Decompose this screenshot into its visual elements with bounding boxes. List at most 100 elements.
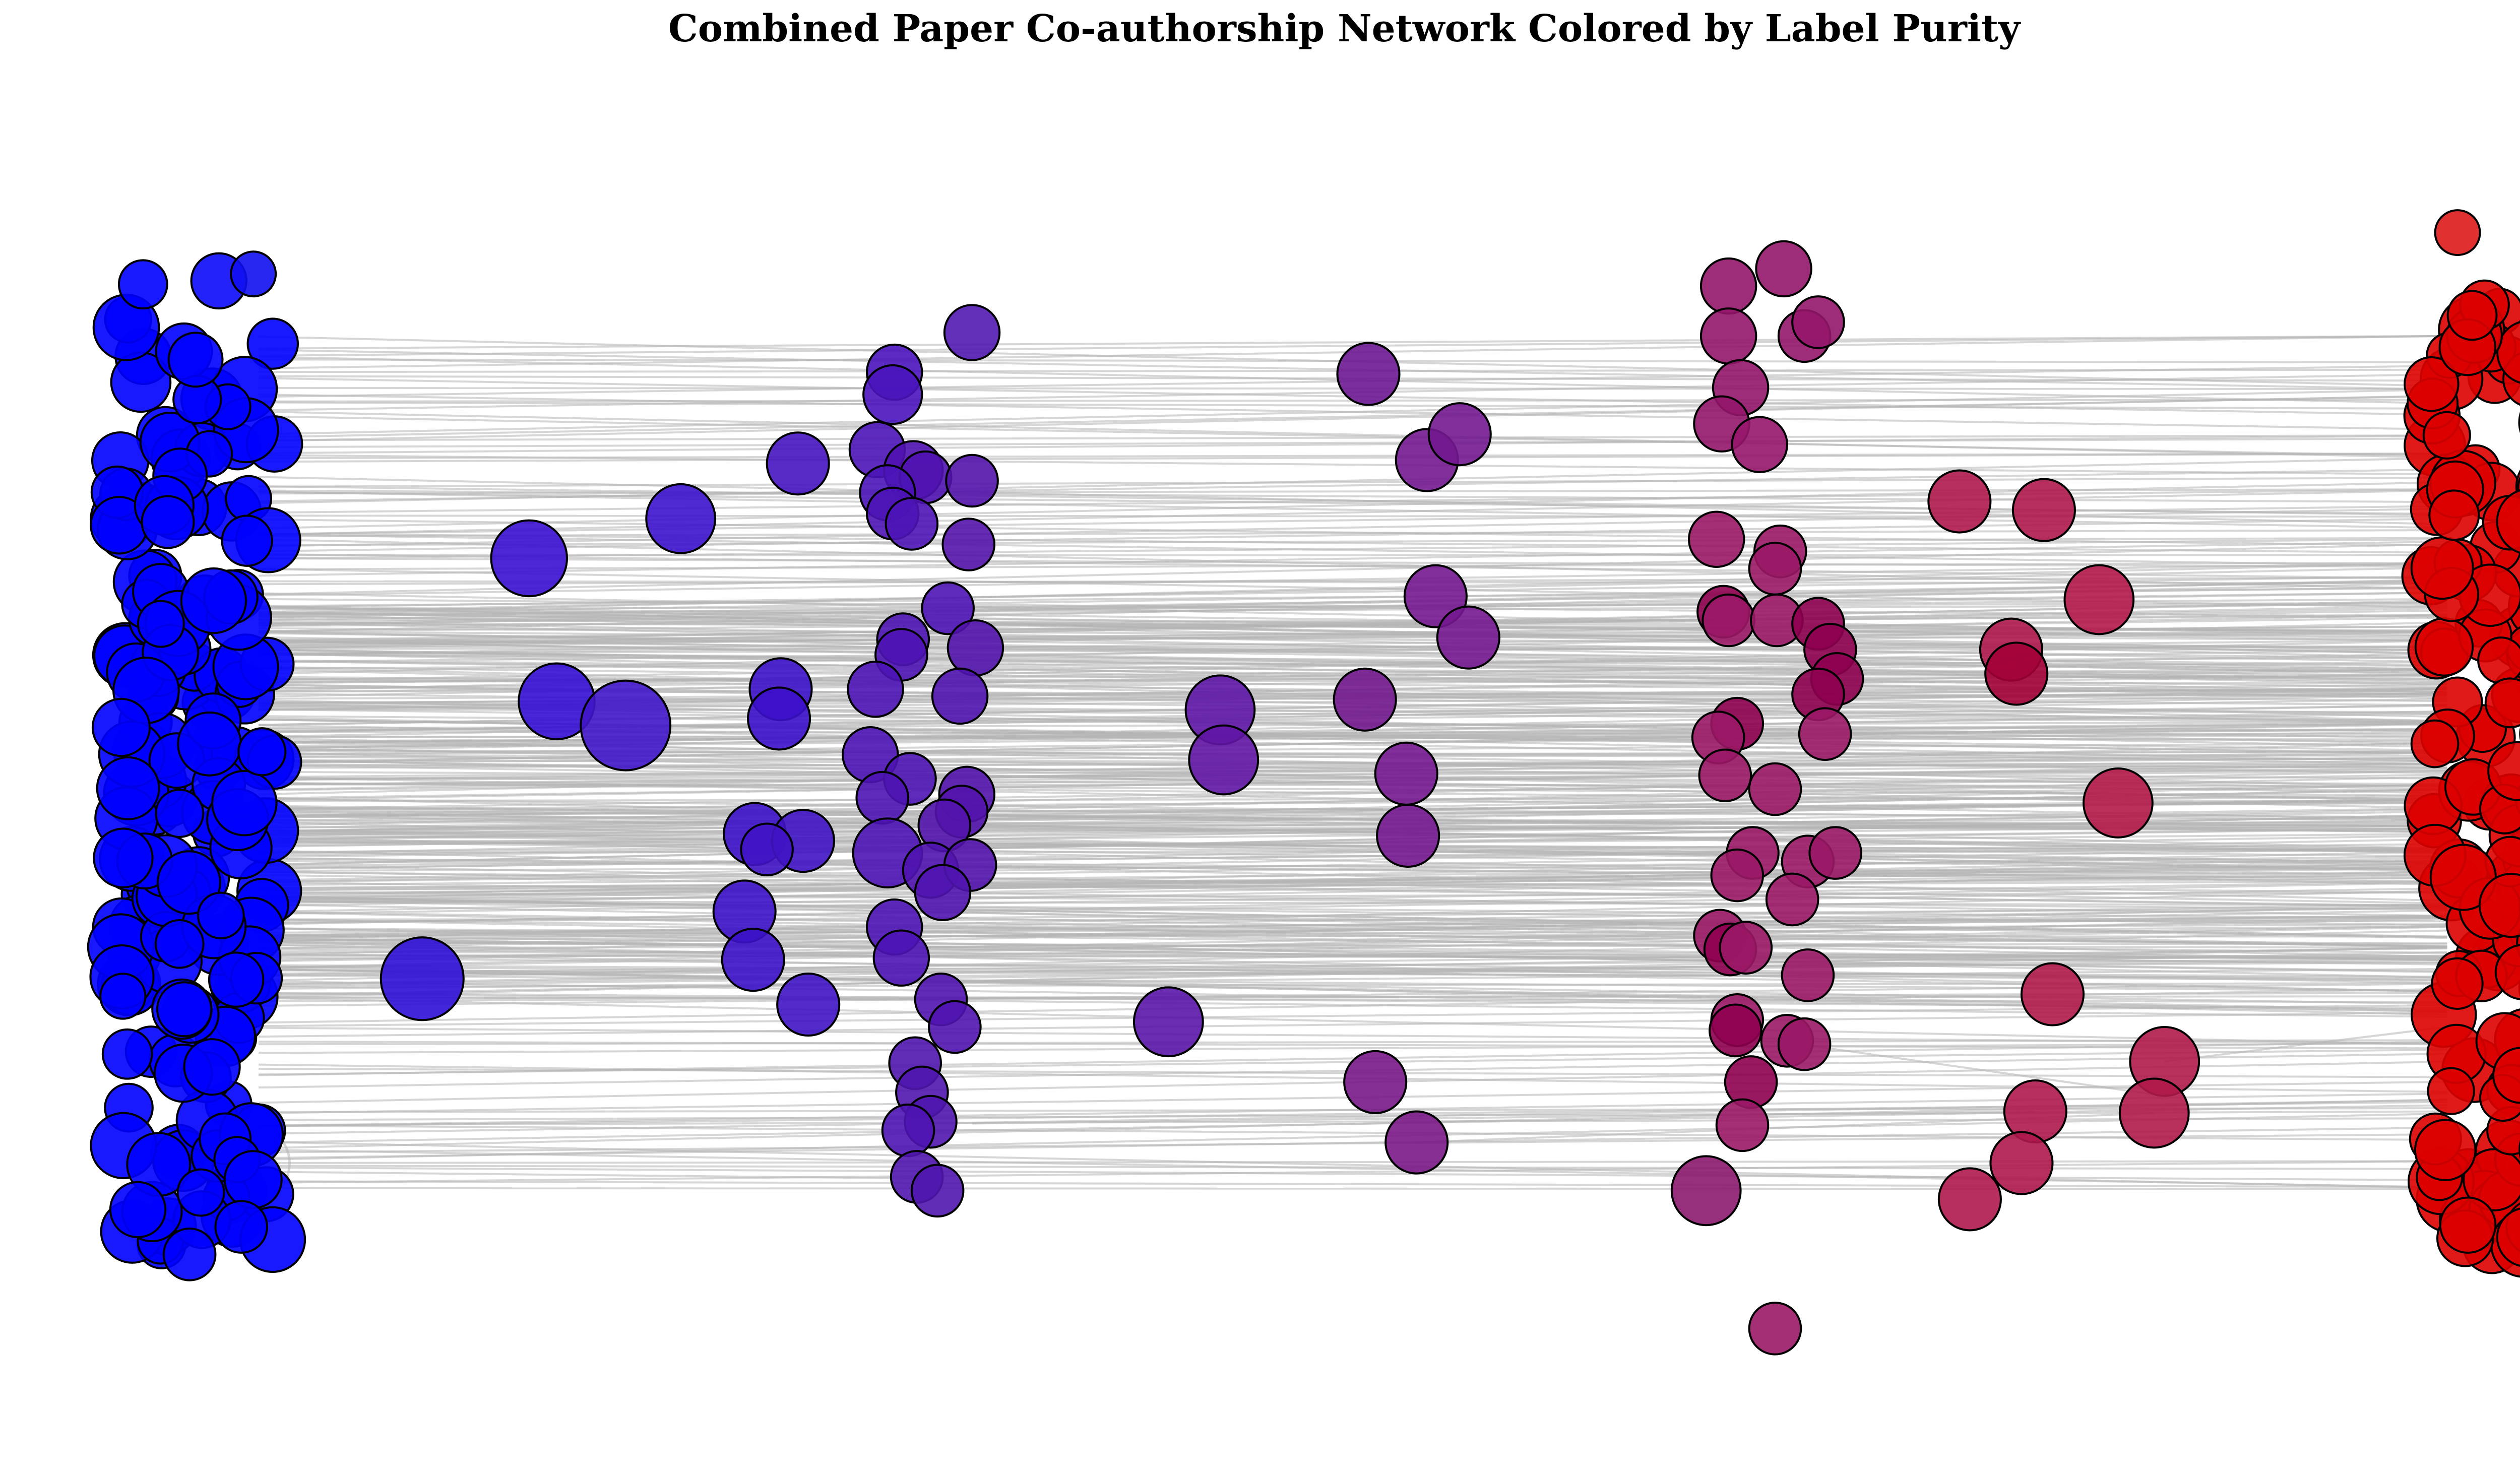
network-node [928, 1000, 982, 1054]
pure-blue-cluster-node [208, 951, 265, 1008]
edge [258, 1110, 2447, 1121]
edge [258, 1004, 2447, 1027]
edge [258, 824, 2447, 847]
network-node [2496, 1207, 2520, 1267]
network-node [1808, 826, 1862, 880]
edge [258, 557, 2447, 568]
pure-blue-cluster-node [96, 756, 160, 820]
network-node [2011, 478, 2076, 542]
network-node [945, 454, 999, 508]
edge [258, 1124, 2447, 1141]
edge [258, 518, 2447, 547]
pure-red-cluster-node [2414, 617, 2474, 677]
edge [258, 621, 2447, 671]
pure-red-cluster-node [2463, 1148, 2520, 1211]
edge [258, 918, 2447, 923]
pure-red-cluster-node [2414, 1119, 2477, 1181]
edge [258, 1148, 2447, 1188]
edge [258, 1171, 938, 1180]
network-node [1791, 295, 1845, 349]
network-node [1798, 707, 1852, 761]
network-node [1731, 416, 1788, 473]
network-node [941, 518, 995, 571]
network-node [1719, 921, 1773, 975]
edge [258, 751, 2447, 781]
edge [972, 1110, 2036, 1125]
edge [258, 814, 2447, 851]
edge [1775, 1040, 2165, 1097]
edge [258, 614, 2447, 655]
pure-blue-cluster-node [197, 891, 245, 940]
edge [258, 862, 2447, 899]
edge [258, 335, 2447, 357]
edge [258, 867, 2447, 899]
pure-red-cluster-node [2410, 536, 2474, 600]
edge [258, 532, 2447, 554]
edge [258, 900, 2447, 906]
edge [258, 954, 2447, 959]
edge [258, 489, 2447, 536]
network-node [1777, 1017, 1832, 1071]
edge [258, 1104, 2447, 1144]
pure-blue-cluster-node [176, 1168, 225, 1217]
network-node [847, 661, 904, 718]
edge [258, 840, 2447, 871]
network-node [862, 364, 923, 425]
edge [258, 759, 2447, 781]
pure-red-cluster-node [2446, 290, 2498, 341]
edge [258, 903, 2447, 949]
pure-red-cluster-node [2494, 944, 2520, 1000]
network-node [1765, 872, 1819, 927]
network-node [1343, 1050, 1408, 1114]
pure-blue-cluster-node [93, 827, 154, 888]
edge [258, 1165, 2447, 1170]
edge [258, 827, 2447, 857]
network-node [1376, 803, 1440, 868]
edge [258, 477, 2447, 488]
network-node [109, 1181, 167, 1239]
edge [258, 923, 2447, 937]
pure-red-cluster-node [2428, 489, 2480, 541]
edge [258, 485, 2447, 517]
pure-blue-cluster-node [91, 697, 151, 757]
edge [258, 537, 2447, 546]
edge [258, 941, 2447, 949]
network-node [2434, 209, 2481, 256]
network-node [580, 679, 672, 772]
network-node [931, 667, 989, 725]
edge [258, 873, 2447, 905]
pure-red-cluster-node [2422, 411, 2471, 460]
edge [2164, 1025, 2447, 1063]
network-node [1688, 510, 1745, 568]
edge [258, 388, 2447, 435]
network-node [1670, 1155, 1742, 1227]
network-node [1755, 240, 1812, 298]
network-node [1188, 724, 1259, 796]
edge [258, 611, 2447, 652]
network-node [162, 1228, 217, 1281]
pure-blue-cluster-node [155, 789, 205, 838]
pure-blue-cluster-node [101, 1028, 153, 1080]
edge [258, 533, 2447, 567]
pure-blue-cluster-node [246, 317, 299, 370]
network-node [2063, 564, 2135, 635]
edge-layer [226, 335, 2447, 1199]
edge [258, 817, 2447, 832]
edge [258, 1011, 2447, 1038]
network-node [1374, 741, 1438, 806]
pure-red-cluster-node [2478, 873, 2520, 938]
pure-red-cluster-node [2477, 636, 2520, 684]
network-node [230, 250, 277, 298]
network-node [214, 1200, 269, 1254]
edge [258, 639, 2447, 686]
node-layer [87, 209, 2520, 1356]
network-node [1781, 948, 1835, 1002]
network-node [921, 581, 975, 635]
network-node [721, 928, 785, 992]
pure-red-cluster-node [2427, 1067, 2475, 1115]
network-node [1702, 593, 1755, 648]
pure-blue-cluster-node [156, 981, 213, 1038]
edge [258, 849, 2447, 902]
